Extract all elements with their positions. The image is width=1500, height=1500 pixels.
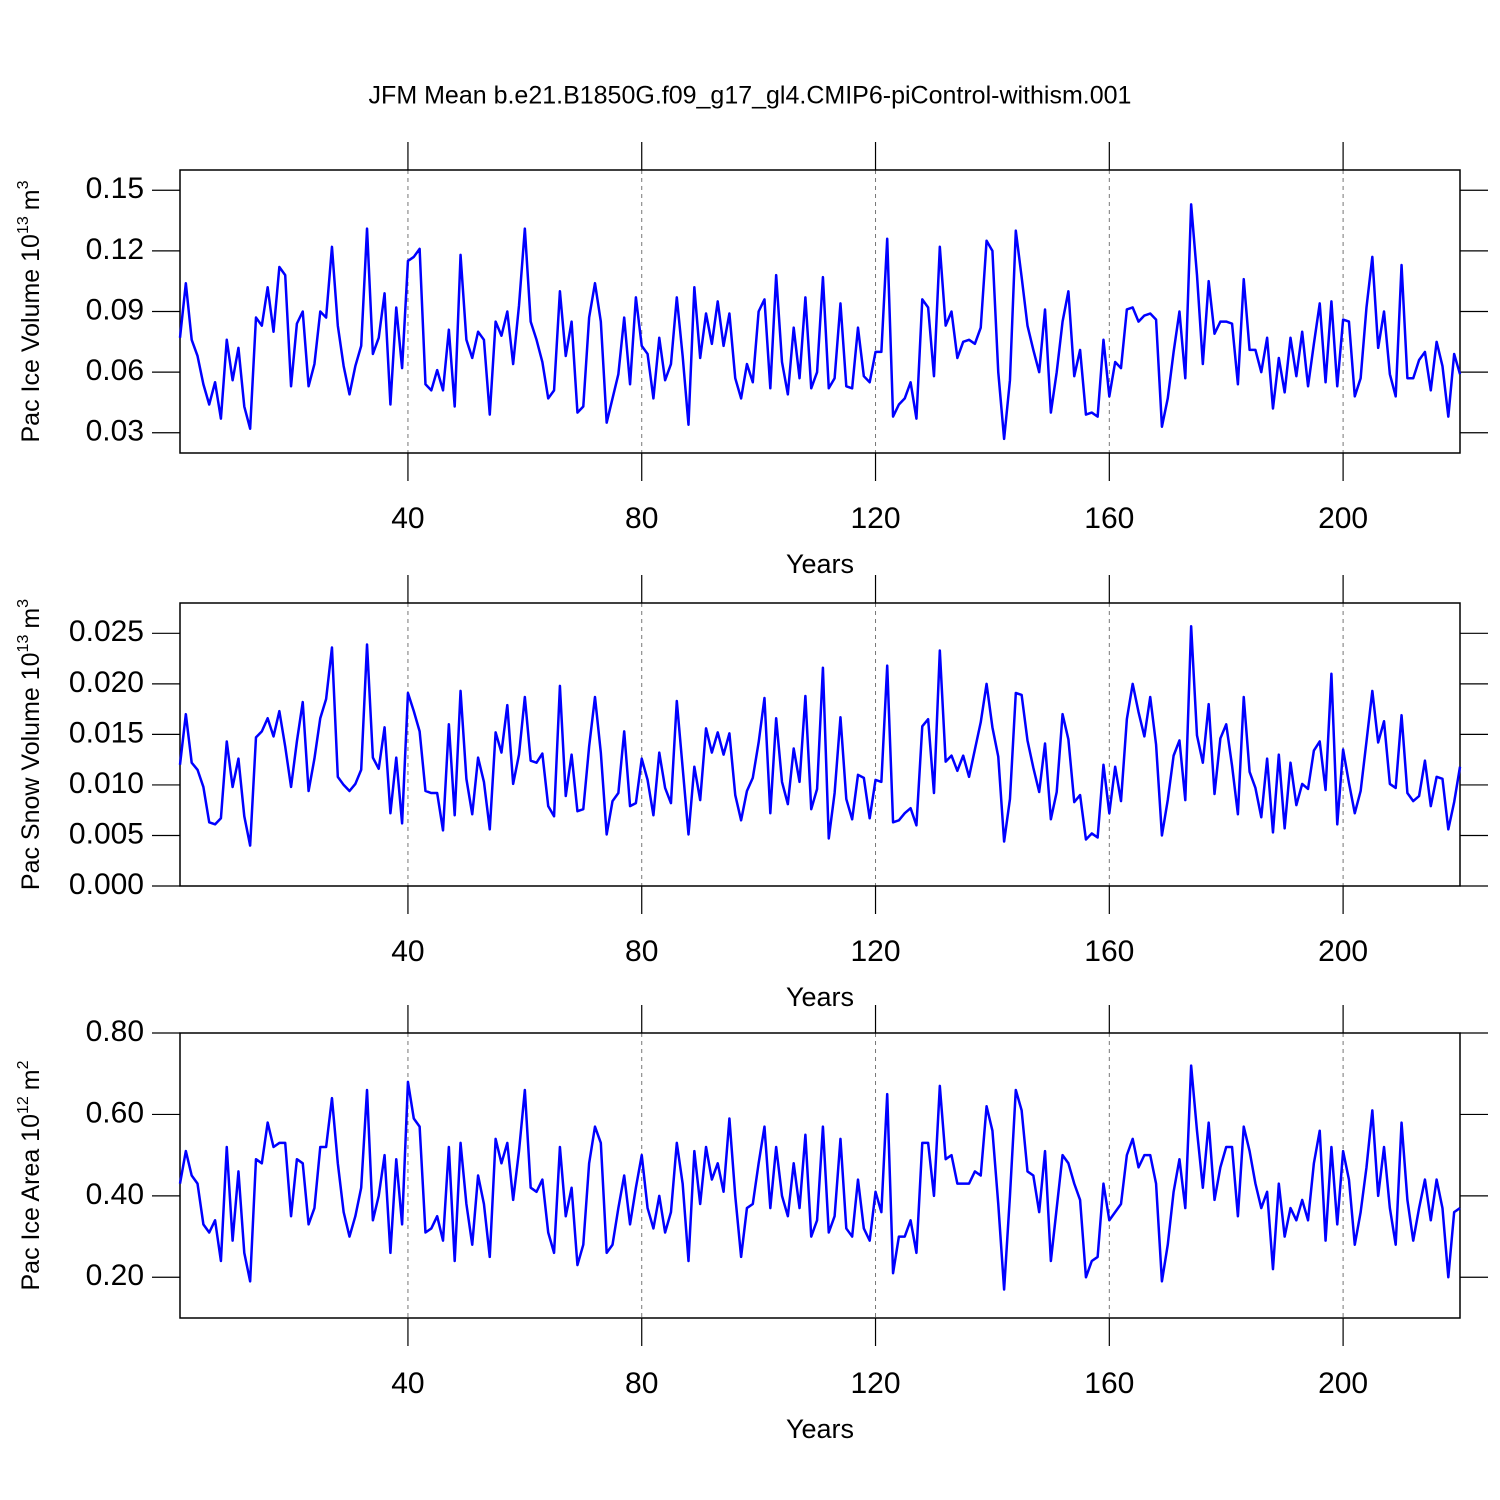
- y-tick-label: 0.15: [86, 172, 144, 205]
- x-tick-label: 200: [1318, 502, 1368, 535]
- x-tick-label: 200: [1318, 1367, 1368, 1400]
- y-axis-title-part: Pac Ice Volume 10: [17, 234, 45, 442]
- y-axis-title-exponent: 3: [15, 180, 32, 189]
- y-tick-label: 0.000: [69, 868, 144, 901]
- y-tick-label: 0.025: [69, 615, 144, 648]
- x-axis-title: Years: [786, 549, 854, 579]
- y-axis-title: Pac Ice Volume 1013 m3: [15, 180, 45, 442]
- x-tick-label: 160: [1084, 935, 1134, 968]
- plot-frame: [179, 169, 1461, 454]
- x-axis-title: Years: [786, 1414, 854, 1444]
- y-tick-label: 0.80: [86, 1015, 144, 1048]
- y-tick-label: 0.020: [69, 666, 144, 699]
- y-tick-label: 0.20: [86, 1259, 144, 1292]
- figure-title: JFM Mean b.e21.B1850G.f09_g17_gl4.CMIP6-…: [369, 82, 1132, 110]
- data-line: [178, 1064, 1461, 1291]
- y-tick-label: 0.005: [69, 817, 144, 850]
- y-tick-label: 0.06: [86, 354, 144, 387]
- y-tick-label: 0.40: [86, 1178, 144, 1211]
- plot-frame: [179, 602, 1461, 887]
- x-axis-title: Years: [786, 982, 854, 1012]
- y-axis-title-exponent: 2: [15, 1060, 32, 1069]
- y-axis-title-exponent: 12: [15, 1096, 32, 1114]
- y-tick-label: 0.60: [86, 1096, 144, 1129]
- x-tick-label: 120: [850, 1367, 900, 1400]
- y-axis-title-part: m: [17, 189, 45, 210]
- y-axis-title-exponent: 13: [15, 216, 32, 234]
- y-axis-title-part: Pac Snow Volume 10: [17, 652, 45, 890]
- x-tick-label: 160: [1084, 502, 1134, 535]
- y-axis-title-exponent: 13: [15, 635, 32, 653]
- y-axis-title-exponent: 3: [15, 599, 32, 608]
- y-axis-title: Pac Snow Volume 1013 m3: [15, 599, 45, 890]
- y-tick-label: 0.09: [86, 293, 144, 326]
- y-axis-title-part: m: [17, 608, 45, 629]
- x-tick-label: 200: [1318, 935, 1368, 968]
- y-tick-label: 0.12: [86, 233, 144, 266]
- data-line: [178, 203, 1462, 441]
- x-tick-label: 120: [850, 502, 900, 535]
- x-tick-label: 80: [625, 502, 658, 535]
- x-tick-label: 40: [391, 935, 424, 968]
- x-tick-label: 40: [391, 502, 424, 535]
- y-axis-title-part: Pac Ice Area 10: [17, 1114, 45, 1291]
- y-tick-label: 0.015: [69, 716, 144, 749]
- y-tick-label: 0.03: [86, 415, 144, 448]
- plot-frame: [179, 1032, 1461, 1319]
- x-tick-label: 80: [625, 935, 658, 968]
- data-line: [178, 625, 1462, 847]
- x-tick-label: 40: [391, 1367, 424, 1400]
- y-tick-label: 0.010: [69, 767, 144, 800]
- x-tick-label: 160: [1084, 1367, 1134, 1400]
- x-tick-label: 80: [625, 1367, 658, 1400]
- x-tick-label: 120: [850, 935, 900, 968]
- y-axis-title-part: m: [17, 1069, 45, 1090]
- y-axis-title: Pac Ice Area 1012 m2: [15, 1060, 45, 1290]
